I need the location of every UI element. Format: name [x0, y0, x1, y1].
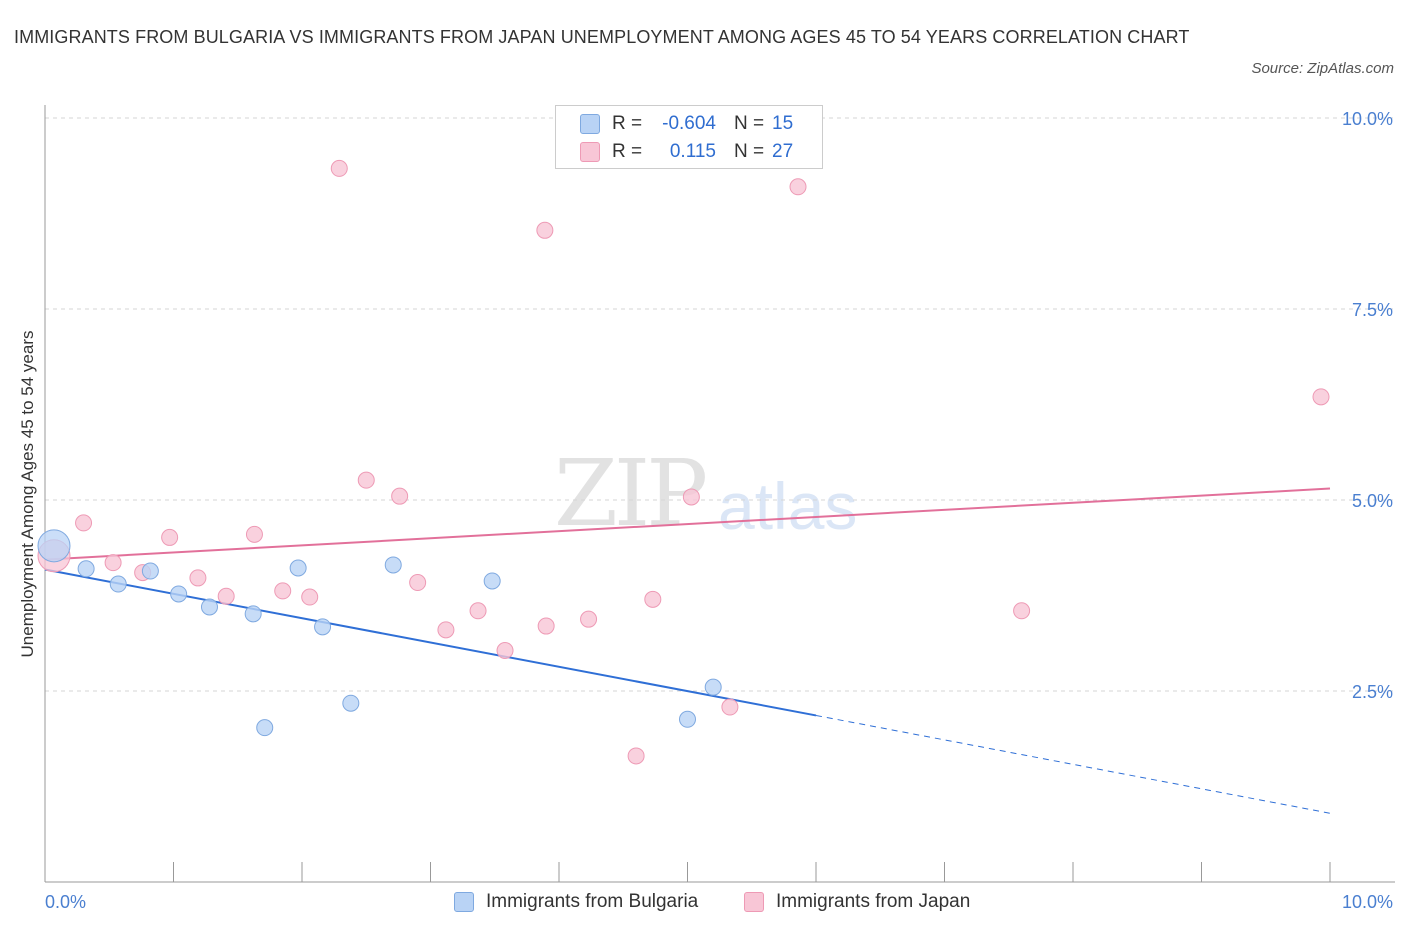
- bulgaria-n-value: 15: [772, 113, 794, 134]
- japan-point: [357, 471, 375, 489]
- japan-legend-swatch: [744, 892, 764, 912]
- bulgaria-point: [200, 598, 218, 616]
- bulgaria-point: [483, 572, 501, 590]
- data-points: [37, 159, 1330, 765]
- bulgaria-r-label: R =: [612, 113, 643, 134]
- japan-point: [537, 617, 555, 635]
- japan-point: [245, 525, 263, 543]
- japan-point: [409, 574, 427, 592]
- japan-point: [274, 582, 292, 600]
- japan-r-value: 0.115: [669, 141, 716, 162]
- japan-n-value: 27: [772, 141, 794, 162]
- japan-point: [189, 569, 207, 587]
- bulgaria-trend-line: [44, 568, 817, 717]
- stats-legend: R = -0.604 N = 15 R = 0.115 N = 27: [555, 105, 823, 169]
- y-tick-label: 2.5%: [1352, 682, 1393, 702]
- bulgaria-point: [289, 559, 307, 577]
- japan-point: [580, 610, 598, 628]
- japan-point: [469, 602, 487, 620]
- y-tick-label: 5.0%: [1352, 491, 1393, 511]
- japan-point: [627, 747, 645, 765]
- trend-lines: [44, 487, 1331, 814]
- bulgaria-point: [109, 575, 127, 593]
- x-tick-label: 10.0%: [1342, 892, 1393, 912]
- gridlines: [45, 117, 1395, 692]
- bulgaria-point: [342, 694, 360, 712]
- bulgaria-point: [37, 529, 71, 563]
- y-tick-label: 7.5%: [1352, 300, 1393, 320]
- watermark-atlas: atlas: [718, 469, 858, 543]
- bulgaria-point: [77, 560, 95, 578]
- japan-trend-line: [44, 487, 1331, 561]
- y-tick-label: 10.0%: [1342, 109, 1393, 129]
- legend-row-japan: R = 0.115 N = 27: [556, 138, 793, 166]
- japan-r-label: R =: [612, 141, 643, 162]
- japan-point: [437, 621, 455, 639]
- japan-point: [161, 528, 179, 546]
- legend-item-japan[interactable]: Immigrants from Japan: [744, 888, 970, 916]
- bulgaria-n-label: N =: [734, 113, 765, 134]
- japan-n-label: N =: [734, 141, 765, 162]
- bulgaria-point: [141, 562, 159, 580]
- bulgaria-trend-extension: [815, 714, 1331, 814]
- bulgaria-point: [170, 585, 188, 603]
- japan-point: [1312, 388, 1330, 406]
- source-label: Source: ZipAtlas.com: [1251, 60, 1394, 77]
- japan-point: [536, 221, 554, 239]
- japan-point: [330, 159, 348, 177]
- bulgaria-legend-swatch: [454, 892, 474, 912]
- bulgaria-legend-label: Immigrants from Bulgaria: [486, 891, 699, 912]
- tick-labels: 2.5% 5.0% 7.5% 10.0% 0.0% 10.0%: [45, 109, 1393, 912]
- bulgaria-point: [704, 678, 722, 696]
- bulgaria-point: [384, 556, 402, 574]
- japan-swatch: [580, 142, 600, 162]
- japan-point: [217, 587, 235, 605]
- japan-point: [496, 642, 514, 660]
- bulgaria-r-value: -0.604: [662, 113, 716, 134]
- legend-row-bulgaria: R = -0.604 N = 15: [556, 110, 793, 138]
- japan-point: [104, 554, 122, 572]
- bulgaria-point: [256, 719, 274, 737]
- legend-item-bulgaria[interactable]: Immigrants from Bulgaria: [454, 888, 698, 916]
- japan-legend-label: Immigrants from Japan: [776, 891, 971, 912]
- bulgaria-point: [314, 618, 332, 636]
- japan-point: [789, 178, 807, 196]
- axes: [44, 105, 1395, 883]
- japan-point: [75, 514, 93, 532]
- x-tick-label: 0.0%: [45, 892, 86, 912]
- japan-point: [391, 487, 409, 505]
- japan-point: [644, 590, 662, 608]
- bulgaria-point: [244, 605, 262, 623]
- japan-point: [721, 698, 739, 716]
- bulgaria-point: [679, 710, 696, 728]
- japan-point: [1013, 602, 1031, 620]
- japan-point: [301, 588, 319, 606]
- chart-title: IMMIGRANTS FROM BULGARIA VS IMMIGRANTS F…: [14, 27, 1190, 47]
- japan-point: [682, 488, 700, 506]
- bulgaria-swatch: [580, 114, 600, 134]
